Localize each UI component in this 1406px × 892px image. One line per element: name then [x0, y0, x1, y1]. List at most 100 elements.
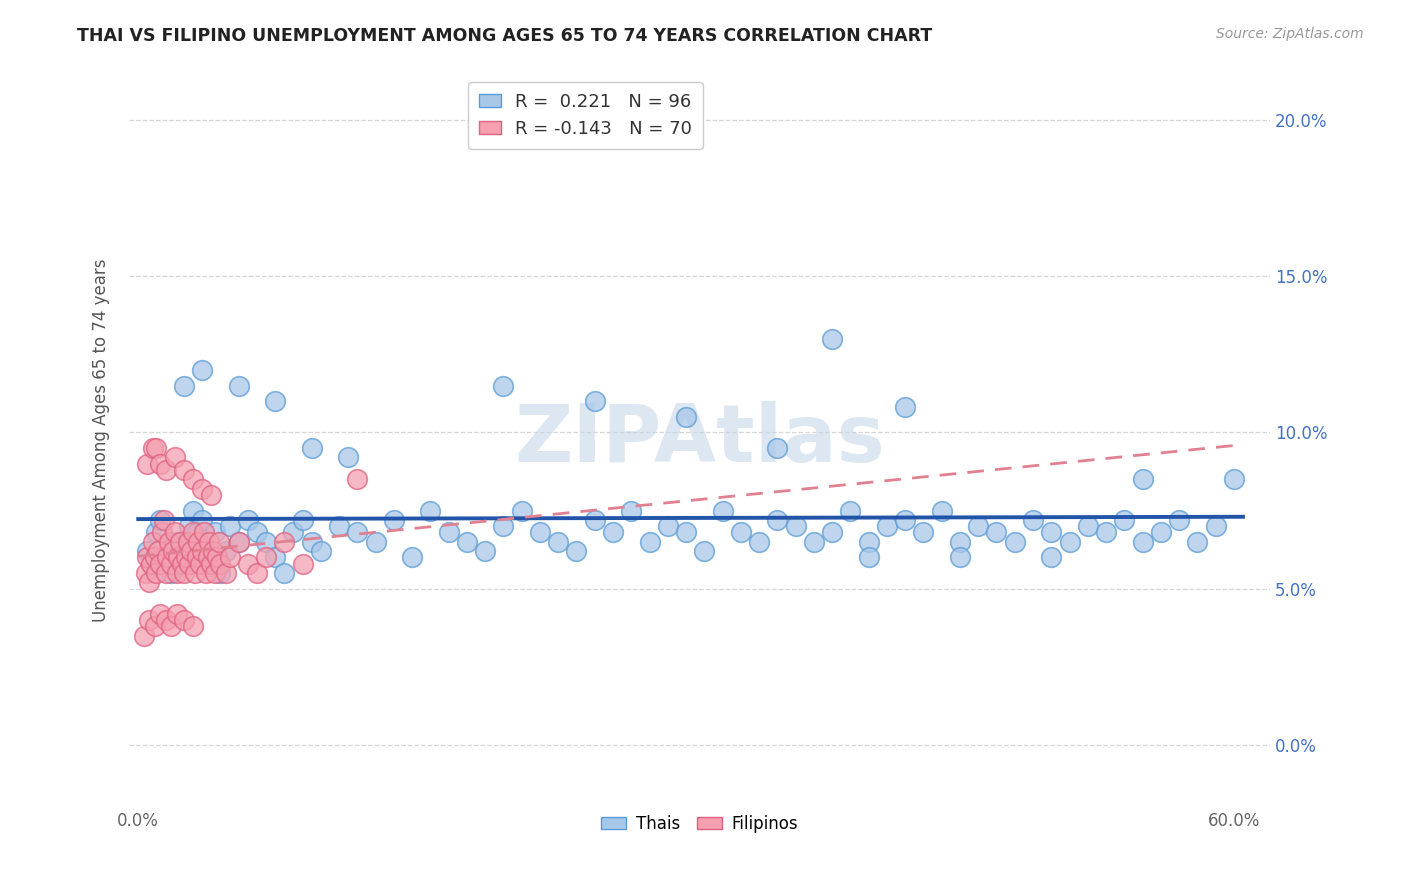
Point [510, 503, 533, 517]
Point [156, 550, 179, 565]
Point [1077, 519, 1099, 533]
Point [215, 566, 238, 580]
Point [209, 566, 232, 580]
Point [191, 513, 214, 527]
Y-axis label: Unemployment Among Ages 65 to 74 years: Unemployment Among Ages 65 to 74 years [93, 259, 110, 622]
Point [215, 544, 238, 558]
Point [675, 525, 697, 540]
Point [163, 534, 186, 549]
Point [1132, 534, 1154, 549]
Point [474, 544, 496, 558]
Point [894, 513, 917, 527]
Point [236, 513, 259, 527]
Point [205, 550, 228, 565]
Point [200, 488, 222, 502]
Point [291, 557, 314, 571]
Point [173, 544, 195, 558]
Point [160, 557, 183, 571]
Point [163, 525, 186, 540]
Point [149, 457, 172, 471]
Point [204, 525, 226, 540]
Point [254, 550, 277, 565]
Point [150, 525, 173, 540]
Text: Source: ZipAtlas.com: Source: ZipAtlas.com [1216, 27, 1364, 41]
Point [198, 534, 221, 549]
Point [173, 378, 195, 392]
Point [711, 503, 734, 517]
Point [157, 534, 180, 549]
Point [136, 544, 159, 558]
Point [821, 525, 844, 540]
Point [160, 619, 183, 633]
Point [155, 463, 177, 477]
Point [456, 534, 478, 549]
Point [1022, 513, 1045, 527]
Point [492, 378, 515, 392]
Point [152, 513, 174, 527]
Point [139, 557, 162, 571]
Point [194, 566, 217, 580]
Point [1095, 525, 1118, 540]
Point [236, 557, 259, 571]
Point [200, 557, 222, 571]
Point [1150, 525, 1173, 540]
Point [162, 544, 184, 558]
Point [179, 557, 201, 571]
Point [364, 534, 387, 549]
Text: THAI VS FILIPINO UNEMPLOYMENT AMONG AGES 65 TO 74 YEARS CORRELATION CHART: THAI VS FILIPINO UNEMPLOYMENT AMONG AGES… [77, 27, 932, 45]
Point [1040, 550, 1063, 565]
Point [547, 534, 569, 549]
Point [301, 534, 323, 549]
Point [186, 525, 208, 540]
Point [155, 566, 177, 580]
Point [1040, 525, 1063, 540]
Point [138, 613, 160, 627]
Point [858, 534, 880, 549]
Point [858, 550, 880, 565]
Point [1168, 513, 1191, 527]
Point [246, 525, 269, 540]
Point [181, 472, 204, 486]
Point [803, 534, 825, 549]
Point [309, 544, 332, 558]
Legend: Thais, Filipinos: Thais, Filipinos [595, 808, 806, 839]
Point [132, 628, 155, 642]
Point [167, 557, 190, 571]
Point [149, 607, 172, 621]
Point [138, 575, 160, 590]
Point [136, 457, 159, 471]
Point [337, 450, 360, 465]
Point [419, 503, 441, 517]
Point [657, 519, 679, 533]
Point [949, 550, 972, 565]
Point [273, 534, 295, 549]
Point [191, 544, 214, 558]
Point [228, 378, 250, 392]
Point [931, 503, 953, 517]
Point [142, 441, 165, 455]
Point [145, 525, 167, 540]
Point [967, 519, 990, 533]
Point [167, 550, 190, 565]
Point [565, 544, 588, 558]
Point [145, 441, 167, 455]
Point [166, 566, 188, 580]
Point [143, 619, 166, 633]
Point [693, 544, 716, 558]
Point [821, 332, 844, 346]
Point [173, 566, 195, 580]
Point [193, 525, 215, 540]
Point [346, 472, 368, 486]
Point [187, 534, 209, 549]
Point [204, 566, 226, 580]
Point [149, 513, 172, 527]
Point [301, 441, 323, 455]
Point [346, 525, 368, 540]
Point [437, 525, 460, 540]
Point [200, 550, 222, 565]
Point [766, 441, 789, 455]
Point [218, 550, 240, 565]
Point [620, 503, 643, 517]
Point [1223, 472, 1246, 486]
Point [638, 534, 661, 549]
